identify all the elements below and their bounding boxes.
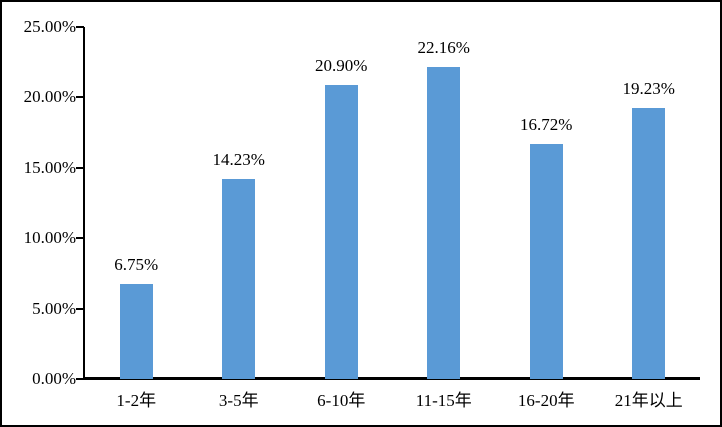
bar [427,66,461,379]
x-axis-line [83,377,700,380]
y-axis-tick [76,307,84,310]
bar-value-label: 16.72% [520,114,573,134]
bar [632,108,666,379]
y-axis-tick [76,26,84,28]
y-axis-line [83,27,85,379]
x-tick-label: 3-5年 [218,391,259,410]
y-tick-label: 0.00% [32,369,76,388]
y-tick-label: 15.00% [23,157,76,177]
bar-value-label: 14.23% [212,149,265,169]
y-tick-label: 5.00% [32,298,76,318]
bar [324,84,358,379]
y-axis-tick [76,237,84,240]
y-tick-label: 10.00% [23,228,76,248]
bar [222,178,256,379]
bar-value-label: 22.16% [417,37,470,57]
bar [529,143,563,379]
y-axis-tick [76,96,84,99]
y-axis-tick [76,166,84,169]
bar [119,283,153,379]
y-tick-label: 25.00% [23,17,76,36]
bar-value-label: 20.90% [315,55,368,75]
bar-value-label: 19.23% [622,79,675,99]
x-tick-label: 1-2年 [116,391,157,410]
x-tick-label: 16-20年 [517,391,575,410]
x-tick-label: 21年以上 [614,391,683,410]
y-axis-tick [76,378,84,380]
bar-value-label: 6.75% [114,254,159,274]
x-tick-label: 6-10年 [317,391,366,410]
y-tick-label: 20.00% [23,87,76,107]
x-tick-label: 11-15年 [415,391,472,410]
